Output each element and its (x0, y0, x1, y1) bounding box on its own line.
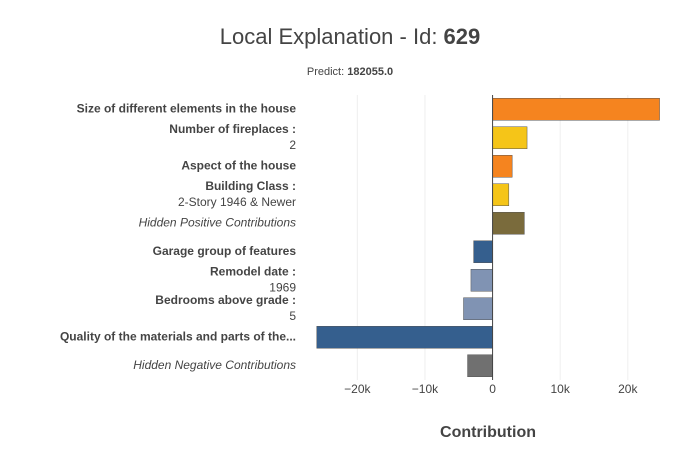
y-tick-value: 5 (289, 309, 296, 323)
y-tick-label: Size of different elements in the house (77, 101, 297, 115)
subtitle-value: 182055.0 (347, 66, 393, 78)
chart-title: Local Explanation - Id: 629 (220, 24, 481, 49)
x-tick-label: 0 (489, 382, 496, 396)
y-tick-label: Hidden Positive Contributions (139, 215, 296, 229)
bar (316, 326, 493, 349)
y-tick-value: 1969 (269, 280, 296, 294)
y-tick-label: Building Class : (205, 179, 296, 193)
y-tick-label: Number of fireplaces : (169, 122, 296, 136)
x-tick-label: −20k (344, 382, 371, 396)
y-tick-label: Quality of the materials and parts of th… (60, 329, 296, 343)
y-tick-value: 2 (289, 138, 296, 152)
x-tick-label: −10k (412, 382, 439, 396)
y-tick-label: Hidden Negative Contributions (133, 358, 296, 372)
bar (470, 269, 493, 292)
y-tick-label: Garage group of features (153, 244, 297, 258)
bar (492, 126, 528, 149)
subtitle-text: Predict: (307, 66, 347, 78)
bar (492, 155, 513, 178)
y-tick-label: Bedrooms above grade : (155, 293, 296, 307)
bar (467, 354, 493, 377)
bar (492, 98, 660, 121)
x-axis-title: Contribution (440, 424, 536, 441)
y-tick-value: 2-Story 1946 & Newer (178, 195, 296, 209)
title-id: 629 (444, 24, 481, 49)
x-tick-label: 20k (618, 382, 638, 396)
bar (492, 183, 510, 206)
x-tick-label: 10k (551, 382, 571, 396)
bar (473, 240, 493, 263)
subtitle: Predict: 182055.0 (307, 66, 393, 78)
bar (463, 297, 493, 320)
bar (492, 212, 525, 235)
y-tick-label: Aspect of the house (181, 158, 296, 172)
y-tick-label: Remodel date : (210, 264, 296, 278)
title-text: Local Explanation - Id: (220, 24, 444, 49)
